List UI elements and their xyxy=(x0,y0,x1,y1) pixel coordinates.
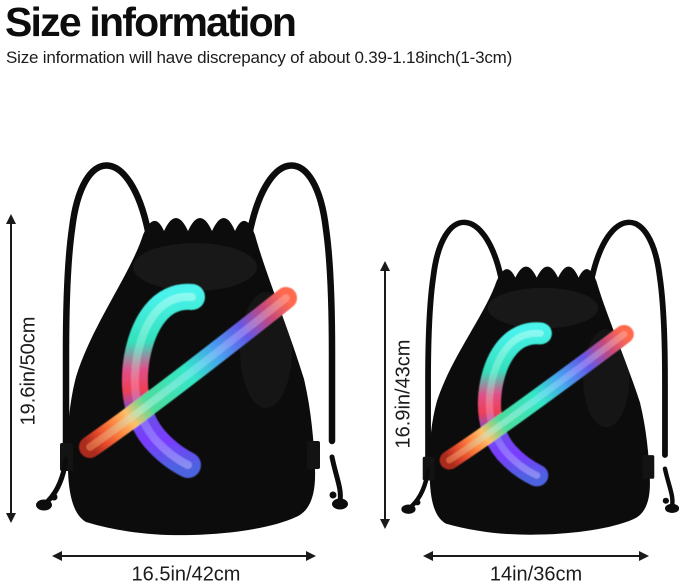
drawstring-bag-image-small xyxy=(401,219,679,535)
width-dimension-arrow-small xyxy=(423,550,649,562)
drawstring-cords xyxy=(62,162,336,449)
arrow-right-icon xyxy=(639,551,649,561)
dimension-line xyxy=(10,221,12,516)
cord-knots xyxy=(401,466,679,514)
height-dimension-arrow-large xyxy=(5,214,17,523)
drawstring-cords xyxy=(425,219,668,462)
width-dimension-arrow-large xyxy=(52,550,316,562)
dimension-line xyxy=(59,555,309,557)
arrow-down-icon xyxy=(380,519,390,529)
size-disclaimer-text: Size information will have discrepancy o… xyxy=(6,48,513,67)
dimension-line xyxy=(430,555,642,557)
arrow-up-icon xyxy=(380,261,390,271)
x-brushstroke-artwork xyxy=(439,322,634,487)
arrow-up-icon xyxy=(6,214,16,224)
fabric-sheen xyxy=(487,287,599,329)
arrow-left-icon xyxy=(52,551,62,561)
page-title: Size information xyxy=(5,0,297,45)
width-dimension-label-small: 14in/36cm xyxy=(489,563,583,586)
dimension-line xyxy=(384,268,386,522)
fabric-sheen xyxy=(133,243,257,291)
cord-knots xyxy=(36,454,348,511)
arrow-down-icon xyxy=(6,513,16,523)
x-brushstroke-artwork xyxy=(79,283,297,478)
arrow-right-icon xyxy=(306,551,316,561)
arrow-left-icon xyxy=(423,551,433,561)
drawstring-bag-image-large xyxy=(36,162,348,536)
width-dimension-label-large: 16.5in/42cm xyxy=(131,563,241,586)
height-dimension-arrow-small xyxy=(379,261,391,529)
